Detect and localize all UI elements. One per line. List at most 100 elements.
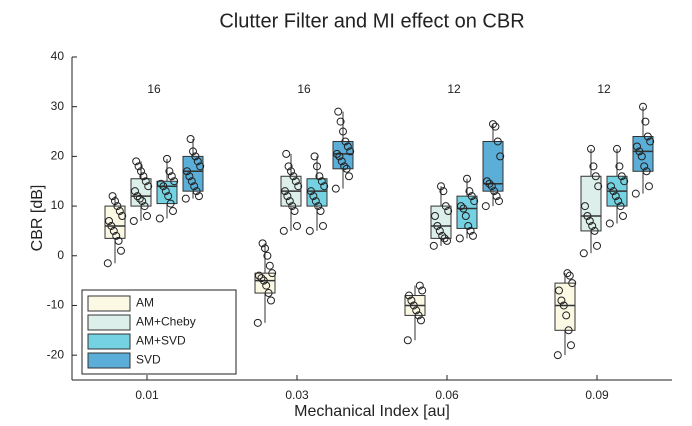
data-point [258, 239, 267, 248]
data-point [581, 202, 589, 211]
data-point [267, 296, 275, 305]
data-point [493, 137, 502, 146]
data-point [614, 197, 623, 206]
data-point [555, 286, 563, 295]
data-point [320, 182, 329, 191]
data-point [262, 281, 271, 290]
data-point [253, 318, 262, 327]
data-point [553, 351, 562, 360]
data-point [590, 226, 599, 235]
data-point [585, 216, 594, 225]
data-point [587, 144, 595, 153]
data-point [467, 192, 476, 201]
data-point [135, 194, 144, 203]
data-point [144, 182, 153, 191]
data-point [557, 296, 566, 305]
x-axis-label: Mechanical Index [au] [294, 403, 450, 420]
data-point [133, 192, 142, 201]
data-point [114, 236, 123, 245]
data-point [186, 134, 195, 143]
legend-swatch [87, 295, 131, 312]
data-point [611, 192, 620, 201]
legend-label: AM+SVD [136, 334, 186, 348]
data-point [140, 202, 149, 211]
data-point [429, 241, 438, 250]
data-point [418, 286, 427, 295]
data-point [157, 179, 165, 188]
legend-swatch [87, 352, 131, 369]
data-point [617, 172, 626, 181]
data-point [594, 182, 603, 191]
data-point [490, 187, 499, 196]
data-point [167, 172, 176, 181]
data-point [139, 172, 148, 181]
data-point [319, 221, 327, 230]
data-point [466, 226, 475, 235]
data-point [115, 207, 124, 216]
data-point [461, 212, 470, 221]
data-point [317, 177, 326, 186]
x-tick-label: 0.01 [135, 388, 159, 402]
data-point [117, 246, 125, 255]
data-point [437, 182, 445, 191]
data-point [181, 194, 190, 203]
data-point [265, 261, 274, 270]
data-point [315, 172, 324, 181]
y-tick-label: -10 [47, 298, 65, 312]
data-point [310, 152, 319, 161]
data-point [563, 269, 572, 278]
data-point [159, 182, 168, 191]
data-point [642, 167, 651, 176]
data-point [196, 162, 205, 171]
data-point [631, 189, 640, 198]
y-tick-label: 20 [51, 149, 65, 163]
data-point [639, 102, 647, 111]
data-point [131, 187, 139, 196]
data-point [190, 182, 199, 191]
data-point [113, 202, 122, 211]
data-point [613, 144, 621, 153]
box [554, 282, 576, 331]
data-point [414, 311, 423, 320]
data-point [336, 117, 345, 126]
data-point [134, 162, 143, 171]
data-point [607, 182, 615, 191]
y-tick-label: 0 [57, 248, 64, 262]
data-point [443, 236, 451, 245]
data-point [259, 276, 268, 285]
y-axis-label: CBR [dB] [29, 185, 46, 252]
data-point [291, 177, 300, 186]
data-point [562, 311, 571, 320]
data-point [108, 192, 117, 201]
data-point [469, 231, 477, 240]
data-point [183, 167, 191, 176]
data-point [444, 207, 453, 216]
data-point [433, 221, 442, 230]
data-point [255, 271, 263, 280]
data-point [339, 127, 347, 136]
data-point [455, 234, 464, 243]
data-point [441, 202, 450, 211]
annotation: 16 [297, 82, 311, 96]
data-point [333, 149, 341, 158]
data-point [407, 296, 416, 305]
x-tick-label: 0.03 [285, 388, 309, 402]
box [430, 205, 452, 239]
data-point [438, 231, 447, 240]
data-point [559, 301, 568, 310]
data-point [496, 152, 505, 161]
data-point [415, 281, 424, 290]
data-point [279, 226, 288, 235]
data-point [314, 202, 323, 211]
data-point [405, 291, 413, 300]
data-point [169, 207, 177, 216]
data-point [593, 241, 601, 250]
data-point [192, 187, 201, 196]
data-point [568, 279, 577, 288]
data-point [193, 157, 202, 166]
data-point [263, 251, 272, 260]
data-point [305, 226, 314, 235]
data-point [313, 162, 321, 171]
data-point [403, 336, 412, 345]
data-point [335, 152, 344, 161]
